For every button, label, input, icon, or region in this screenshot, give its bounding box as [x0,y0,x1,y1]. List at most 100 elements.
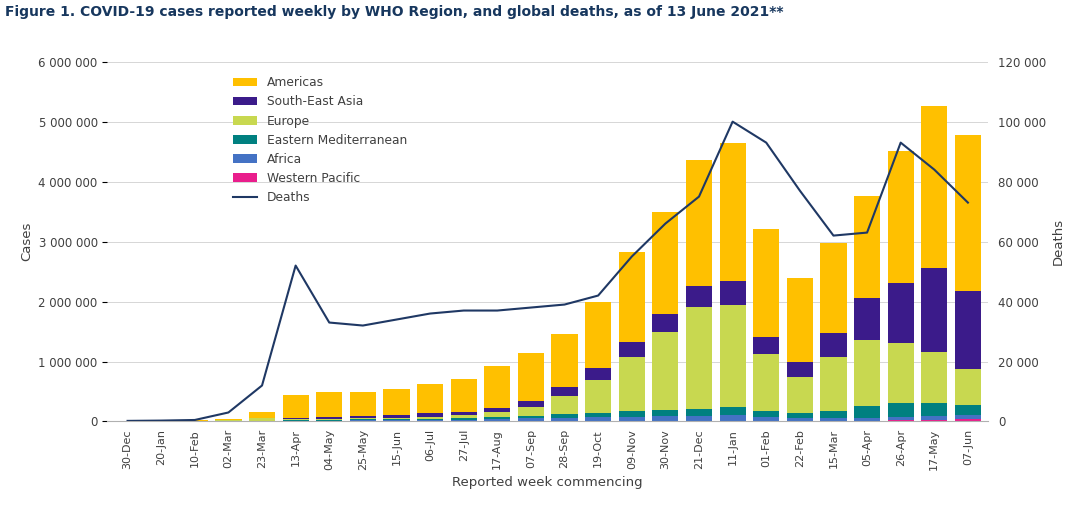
Bar [753,229,780,337]
Bar [551,396,578,414]
Bar [921,352,947,403]
Bar [484,408,510,412]
Bar [787,413,813,418]
Bar [551,334,578,388]
Bar [383,417,409,419]
Bar [720,407,745,415]
Y-axis label: Cases: Cases [20,222,33,261]
Bar [551,418,578,421]
Bar [551,388,578,396]
Bar [821,357,846,411]
Bar [316,419,343,420]
Bar [451,412,477,415]
Bar [787,418,813,421]
Bar [887,343,914,403]
Bar [955,419,981,421]
Bar [316,420,343,421]
Bar [518,407,545,416]
Bar [484,366,510,408]
Deaths [390,317,403,323]
Bar [955,415,981,419]
Bar [417,413,444,417]
X-axis label: Reported week commencing: Reported week commencing [452,476,643,489]
Bar [686,416,712,420]
Bar [350,420,376,421]
Bar [282,395,308,418]
Bar [585,302,611,368]
Deaths [625,253,638,260]
Bar [316,392,343,417]
Deaths [289,263,302,269]
Bar [451,378,477,412]
Bar [720,305,745,407]
Bar [619,252,644,342]
Bar [787,377,813,413]
Bar [854,406,881,418]
Deaths [323,319,336,326]
Bar [887,403,914,417]
Bar [619,357,644,411]
Deaths [895,139,908,146]
Deaths [458,307,470,314]
Bar [821,333,846,357]
Bar [451,415,477,418]
Bar [417,417,444,419]
Deaths [693,194,706,200]
Bar [921,416,947,419]
Bar [585,380,611,413]
Bar [249,418,275,420]
Bar [484,419,510,421]
Bar [720,143,745,281]
Bar [787,279,813,362]
Bar [518,418,545,421]
Text: Figure 1. COVID-19 cases reported weekly by WHO Region, and global deaths, as of: Figure 1. COVID-19 cases reported weekly… [5,5,784,19]
Bar [887,417,914,420]
Bar [854,196,881,298]
Bar [350,419,376,420]
Bar [282,419,308,420]
Bar [887,283,914,343]
Bar [182,420,208,421]
Deaths [659,221,672,227]
Bar [652,416,679,421]
Bar [518,416,545,418]
Bar [720,281,745,305]
Bar [383,390,409,415]
Line: Deaths: Deaths [128,122,968,421]
Deaths [222,409,235,415]
Bar [955,291,981,369]
Deaths [357,322,369,328]
Bar [484,412,510,417]
Deaths [961,199,974,206]
Bar [753,355,780,412]
Bar [215,418,242,420]
Bar [383,420,409,421]
Bar [955,369,981,405]
Bar [921,106,947,268]
Bar [451,420,477,421]
Deaths [188,417,201,423]
Bar [417,384,444,413]
Bar [686,286,712,307]
Bar [921,419,947,421]
Bar [887,420,914,421]
Bar [585,417,611,421]
Bar [249,412,275,418]
Bar [686,307,712,409]
Bar [787,362,813,377]
Bar [821,411,846,418]
Bar [955,135,981,291]
Deaths [491,307,504,314]
Bar [282,418,308,419]
Legend: Americas, South-East Asia, Europe, Eastern Mediterranean, Africa, Western Pacifi: Americas, South-East Asia, Europe, Easte… [228,71,412,209]
Bar [383,419,409,420]
Bar [417,419,444,420]
Bar [652,315,679,333]
Bar [921,403,947,416]
Bar [282,420,308,421]
Deaths [524,304,537,310]
Bar [686,420,712,421]
Bar [383,415,409,417]
Deaths [726,119,739,125]
Bar [854,418,881,420]
